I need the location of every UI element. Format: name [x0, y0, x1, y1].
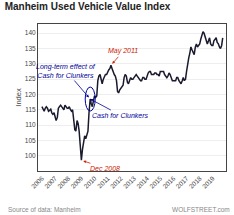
svg-text:125: 125 [25, 75, 36, 82]
svg-text:2006: 2006 [30, 174, 45, 189]
svg-text:Manheim Used Vehicle Value Ind: Manheim Used Vehicle Value Index [5, 1, 171, 12]
svg-text:2009: 2009 [69, 174, 84, 189]
svg-text:Source of data: Manheim: Source of data: Manheim [8, 206, 81, 213]
svg-text:115: 115 [25, 106, 36, 113]
svg-text:120: 120 [25, 91, 36, 98]
svg-text:Cash for Clunkers: Cash for Clunkers [92, 112, 149, 119]
svg-text:100: 100 [25, 152, 36, 159]
svg-text:2007: 2007 [43, 174, 58, 189]
svg-text:2017: 2017 [174, 174, 189, 189]
svg-text:2014: 2014 [135, 174, 150, 189]
svg-text:Long-term effect ofCash for Cl: Long-term effect ofCash for Clunkers [36, 63, 96, 79]
svg-text:130: 130 [25, 60, 36, 67]
svg-text:105: 105 [25, 137, 36, 144]
svg-text:135: 135 [25, 45, 36, 52]
svg-text:2012: 2012 [109, 174, 124, 189]
svg-text:110: 110 [25, 121, 36, 128]
svg-text:2008: 2008 [56, 174, 71, 189]
svg-text:2011: 2011 [96, 174, 111, 189]
svg-text:Index: Index [14, 88, 23, 107]
svg-text:WOLFSTREET.com: WOLFSTREET.com [172, 206, 230, 213]
svg-text:140: 140 [25, 29, 36, 36]
svg-text:2016: 2016 [161, 174, 176, 189]
svg-text:May 2011: May 2011 [108, 47, 138, 55]
svg-text:2013: 2013 [122, 174, 137, 189]
svg-text:2015: 2015 [148, 174, 163, 189]
svg-text:2018: 2018 [188, 174, 203, 189]
svg-text:Dec 2008: Dec 2008 [90, 165, 120, 172]
svg-text:2010: 2010 [82, 174, 97, 189]
svg-text:2019: 2019 [201, 174, 216, 189]
